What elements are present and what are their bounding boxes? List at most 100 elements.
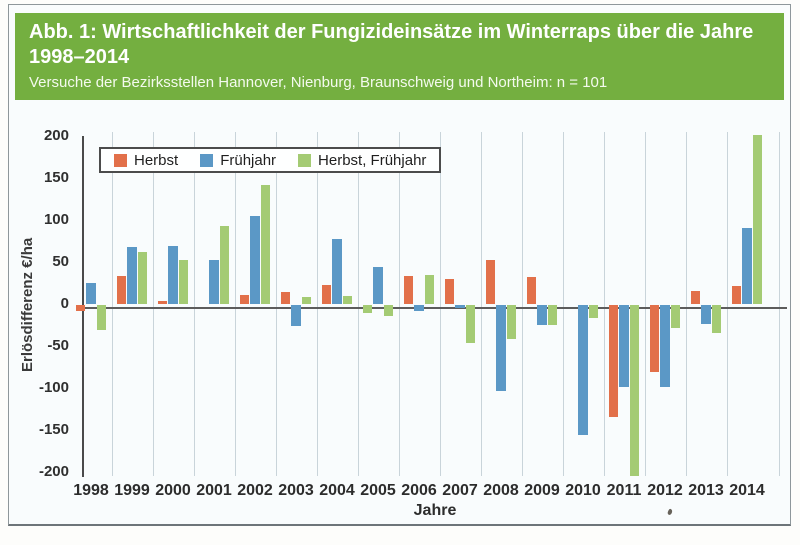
bar-herbst-2012 [649, 305, 659, 373]
bar-fr-hjahr-2014 [742, 227, 752, 304]
bar-herbst-2003 [280, 292, 290, 304]
gridline [234, 132, 236, 476]
bar-herbst-2005 [362, 305, 372, 313]
bar-herbst-fr-hjahr-2009 [547, 305, 557, 326]
bar-herbst-fr-hjahr-2010 [588, 305, 598, 318]
bar-herbst-fr-hjahr-2008 [506, 305, 516, 339]
bar-herbst-fr-hjahr-2014 [752, 134, 762, 304]
bar-herbst-fr-hjahr-1999 [137, 251, 147, 304]
bar-herbst-2006 [403, 276, 413, 304]
figure-subtitle: Versuche der Bezirksstellen Hannover, Ni… [29, 74, 608, 91]
legend-item-herbst: Herbst [114, 152, 178, 169]
x-tick-label: 2000 [155, 482, 191, 499]
bar-herbst-1999 [116, 276, 126, 304]
bar-herbst-2009 [526, 277, 536, 304]
x-tick-label: 2011 [606, 482, 642, 499]
gridline [779, 132, 780, 476]
y-tick-label: 150 [43, 169, 69, 187]
x-axis-title: Jahre [413, 502, 457, 519]
x-tick-label: 2004 [319, 482, 355, 499]
x-tick-label: 2012 [647, 482, 683, 499]
legend-item-herbst-fruehjahr: Herbst, Frühjahr [298, 152, 426, 169]
bar-fr-hjahr-2010 [578, 305, 588, 436]
bar-fr-hjahr-2007 [455, 305, 465, 308]
figure-header: Abb. 1: Wirtschaftlichkeit der Fungizide… [15, 13, 784, 100]
bar-herbst-2002 [239, 294, 249, 304]
bar-herbst-2014 [731, 285, 741, 304]
figure-title-line2: 1998–2014 [29, 46, 130, 68]
legend-swatch-herbst-icon [114, 153, 127, 167]
y-tick-label: 50 [52, 253, 69, 271]
bar-fr-hjahr-2009 [537, 305, 547, 326]
bar-fr-hjahr-2006 [414, 305, 424, 311]
bar-herbst-2004 [321, 284, 331, 304]
bar-herbst-fr-hjahr-2012 [670, 305, 680, 329]
x-tick-label: 2014 [729, 482, 765, 499]
legend-label-herbst: Herbst [134, 151, 179, 169]
x-tick-label: 2007 [442, 482, 478, 499]
bar-fr-hjahr-2003 [291, 305, 301, 326]
gridline [685, 132, 687, 476]
gridline [193, 132, 195, 476]
bar-herbst-2013 [690, 291, 700, 304]
x-tick-label: 1999 [114, 482, 150, 499]
y-tick-label: 0 [60, 295, 69, 312]
gridline [439, 132, 441, 476]
legend-label-herbst-fruehjahr: Herbst, Frühjahr [318, 151, 427, 169]
bar-fr-hjahr-2004 [332, 239, 342, 304]
gridline [275, 132, 277, 476]
y-tick-label: 100 [43, 211, 69, 229]
x-tick-label: 2006 [401, 482, 437, 499]
legend-label-fruehjahr: Frühjahr [220, 151, 277, 169]
legend-swatch-herbst-fruehjahr-icon [298, 153, 312, 167]
bar-herbst-fr-hjahr-1998 [96, 305, 106, 331]
bar-herbst-2000 [157, 301, 167, 304]
bar-fr-hjahr-2002 [250, 215, 260, 304]
bar-fr-hjahr-2012 [660, 305, 670, 388]
bar-fr-hjahr-2001 [209, 260, 219, 304]
legend-item-fruehjahr: Frühjahr [200, 152, 276, 169]
gridline [644, 132, 646, 476]
bar-herbst-fr-hjahr-2011 [629, 305, 639, 477]
gridline [562, 132, 564, 476]
figure-frame: Abb. 1: Wirtschaftlichkeit der Fungizide… [8, 4, 791, 526]
bar-fr-hjahr-2000 [168, 246, 178, 304]
x-tick-label: 1998 [73, 482, 109, 499]
bar-herbst-fr-hjahr-2002 [260, 184, 270, 304]
y-tick-label: -200 [38, 462, 69, 480]
bar-herbst-fr-hjahr-2005 [383, 305, 393, 316]
bar-fr-hjahr-1998 [86, 283, 96, 304]
gridline [316, 132, 318, 476]
gridline [357, 132, 359, 476]
gridline [480, 132, 482, 476]
bar-herbst-fr-hjahr-2007 [465, 305, 475, 343]
figure-title-line1: Abb. 1: Wirtschaftlichkeit der Fungizide… [29, 21, 754, 43]
y-tick-label: 200 [43, 127, 69, 145]
gridline [398, 132, 400, 476]
x-tick-label: 2005 [360, 482, 396, 499]
y-tick-label: -150 [38, 420, 69, 438]
x-tick-label: 2010 [565, 482, 601, 499]
legend: Herbst Frühjahr Herbst, Frühjahr [99, 147, 442, 173]
bar-fr-hjahr-1999 [127, 246, 137, 304]
gridline [152, 132, 154, 476]
x-tick-label: 2008 [483, 482, 519, 499]
legend-swatch-fruehjahr-icon [200, 153, 214, 167]
x-tick-label: 2003 [278, 482, 314, 499]
bar-fr-hjahr-2013 [701, 305, 711, 325]
bar-herbst-fr-hjahr-2004 [342, 295, 352, 304]
bar-herbst-1998 [75, 305, 85, 311]
gridline [603, 132, 605, 476]
bar-fr-hjahr-2005 [373, 267, 383, 304]
x-tick-label: 2001 [196, 482, 232, 499]
x-tick-label: 2002 [237, 482, 273, 499]
bar-herbst-fr-hjahr-2013 [711, 305, 721, 333]
zero-baseline [82, 307, 787, 309]
bar-fr-hjahr-2011 [619, 305, 629, 388]
y-tick-label: -50 [47, 336, 69, 354]
bar-herbst-fr-hjahr-2003 [301, 297, 311, 304]
bar-fr-hjahr-2008 [496, 305, 506, 392]
gridline [111, 132, 113, 476]
gridline [726, 132, 728, 476]
bar-herbst-2008 [485, 259, 495, 304]
